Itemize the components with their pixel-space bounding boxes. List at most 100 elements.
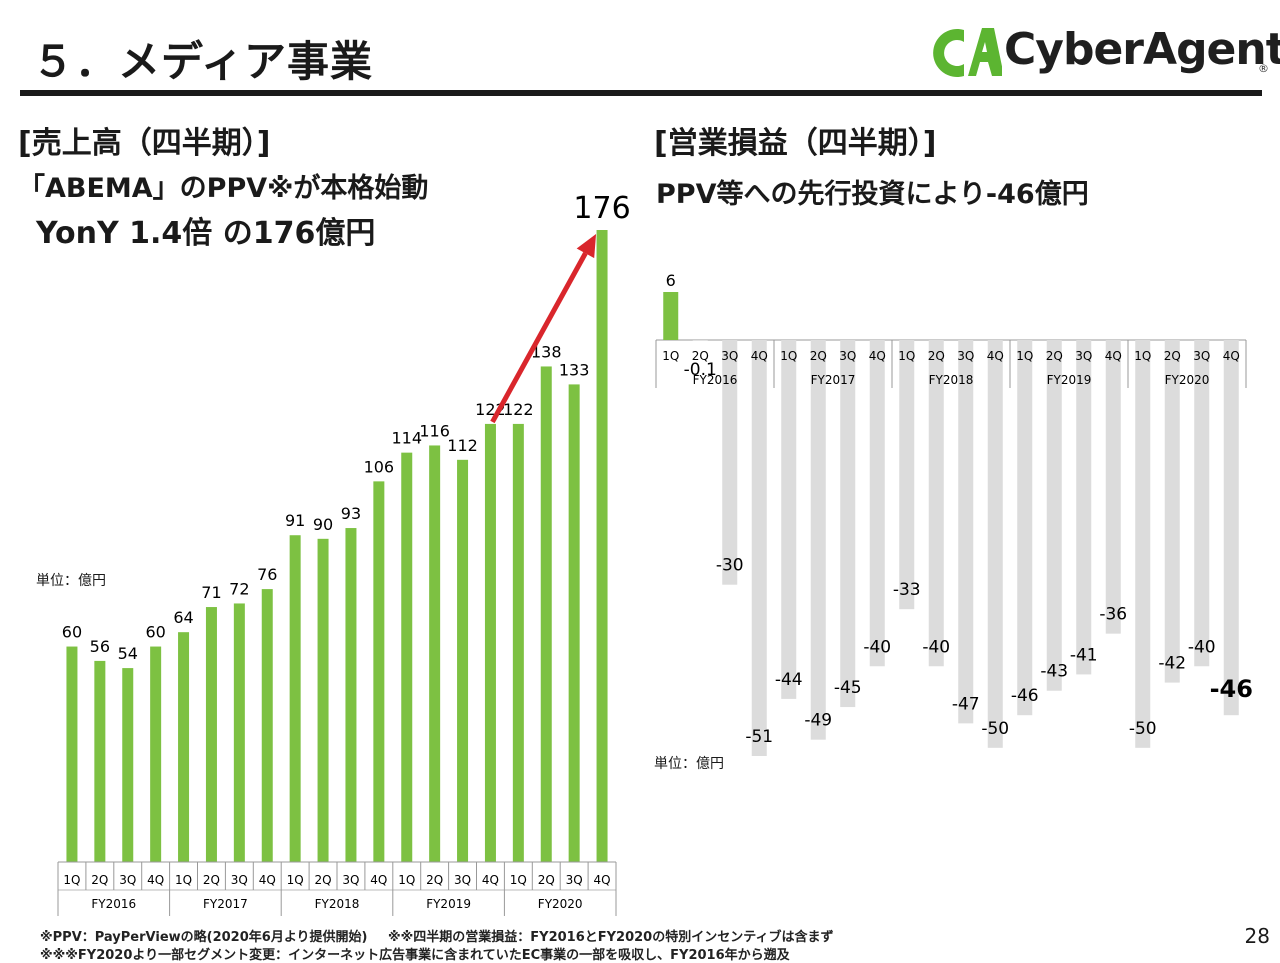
right-heading: [営業損益（四半期）]	[654, 126, 937, 161]
revenue-value-label: 64	[173, 608, 193, 627]
revenue-value-label: 106	[364, 457, 395, 476]
cyberagent-logo: CyberAgent ®	[924, 18, 1280, 86]
quarter-tick-label: 1Q	[175, 873, 192, 887]
revenue-bar	[317, 538, 329, 862]
quarter-tick-label: 2Q	[91, 873, 108, 887]
revenue-value-label: 71	[201, 583, 221, 602]
revenue-bar	[122, 668, 134, 862]
revenue-value-label: 76	[257, 565, 277, 584]
revenue-value-label: 176	[573, 191, 630, 226]
quarter-tick-label: 4Q	[1223, 349, 1240, 363]
quarter-tick-label: 1Q	[780, 349, 797, 363]
footnote-segment: ※※※FY2020より一部セグメント変更：インターネット広告事業に含まれていたE…	[40, 948, 790, 963]
income-value-label: -51	[745, 727, 773, 747]
quarter-tick-label: 1Q	[1134, 349, 1151, 363]
title-rule	[20, 90, 1262, 96]
quarter-tick-label: 4Q	[987, 349, 1004, 363]
income-bar	[1223, 340, 1239, 716]
income-bar	[1017, 340, 1033, 716]
right-subheading-1: PPV等への先行投資により-46億円	[656, 179, 1089, 210]
quarter-tick-label: 1Q	[662, 349, 679, 363]
revenue-bar	[596, 230, 608, 862]
quarter-tick-label: 3Q	[1075, 349, 1092, 363]
revenue-bar	[94, 660, 106, 862]
quarter-tick-label: 2Q	[1046, 349, 1063, 363]
quarter-tick-label: 2Q	[315, 873, 332, 887]
revenue-value-label: 60	[145, 623, 165, 642]
revenue-value-label: 91	[285, 511, 305, 530]
revenue-value-label: 116	[419, 421, 450, 440]
operating-income-chart: 6-0.1-30-51-44-49-45-40-33-40-47-50-46-4…	[655, 271, 1253, 756]
quarter-tick-label: 2Q	[692, 349, 709, 363]
income-value-label: -40	[863, 637, 891, 657]
income-value-label: -46	[1210, 675, 1253, 703]
left-subheading-1: 「ABEMA」のPPV※が本格始動	[18, 173, 429, 204]
quarter-tick-label: 4Q	[482, 873, 499, 887]
revenue-bar	[373, 481, 385, 862]
income-bar	[663, 292, 679, 340]
revenue-bar	[233, 603, 245, 862]
income-value-label: -0.1	[684, 360, 717, 380]
footnote-ppv: ※PPV：PayPerViewの略(2020年6月より提供開始)	[40, 930, 368, 945]
revenue-bar	[429, 445, 441, 862]
quarter-tick-label: 3Q	[119, 873, 136, 887]
income-bar	[1046, 340, 1062, 691]
quarter-tick-label: 1Q	[287, 873, 304, 887]
quarter-tick-label: 3Q	[566, 873, 583, 887]
income-bar	[1164, 340, 1180, 683]
revenue-bar	[205, 607, 217, 862]
fiscal-year-label: FY2018	[315, 897, 360, 911]
fiscal-year-label: FY2017	[203, 897, 248, 911]
quarter-tick-label: 2Q	[426, 873, 443, 887]
quarter-tick-label: 3Q	[721, 349, 738, 363]
quarter-tick-label: 3Q	[454, 873, 471, 887]
income-value-label: -49	[804, 711, 832, 731]
quarter-tick-label: 3Q	[231, 873, 248, 887]
quarter-tick-label: 4Q	[869, 349, 886, 363]
income-bar	[928, 340, 944, 667]
revenue-bar	[150, 646, 162, 862]
fiscal-year-label: FY2016	[693, 373, 738, 387]
income-value-label: -44	[775, 670, 803, 690]
revenue-bar	[178, 632, 190, 862]
income-value-label: -47	[952, 694, 980, 714]
income-bar	[692, 340, 708, 341]
revenue-bar	[289, 535, 301, 862]
logo-registered-mark: ®	[1258, 62, 1269, 75]
income-value-label: -46	[1011, 686, 1039, 706]
income-bar	[751, 340, 767, 756]
revenue-bar	[568, 384, 580, 862]
income-bar	[869, 340, 885, 667]
quarter-tick-label: 2Q	[810, 349, 827, 363]
revenue-value-label: 122	[503, 400, 534, 419]
income-bar	[1076, 340, 1092, 675]
fiscal-year-label: FY2018	[929, 373, 974, 387]
revenue-value-label: 72	[229, 579, 249, 598]
income-bar	[1105, 340, 1121, 634]
quarter-tick-label: 2Q	[538, 873, 555, 887]
revenue-bar	[540, 366, 552, 862]
quarter-tick-label: 4Q	[370, 873, 387, 887]
revenue-value-label: 56	[90, 637, 110, 656]
income-bar	[840, 340, 856, 708]
income-value-label: 6	[666, 271, 676, 290]
income-value-label: -36	[1099, 605, 1127, 625]
quarter-tick-label: 1Q	[898, 349, 915, 363]
income-value-label: -33	[893, 580, 921, 600]
income-value-label: -43	[1040, 662, 1068, 682]
quarter-tick-label: 3Q	[839, 349, 856, 363]
quarter-tick-label: 3Q	[1193, 349, 1210, 363]
quarter-tick-label: 4Q	[751, 349, 768, 363]
revenue-value-label: 60	[62, 623, 82, 642]
fiscal-year-label: FY2019	[1047, 373, 1092, 387]
revenue-value-label: 90	[313, 515, 333, 534]
income-value-label: -50	[981, 719, 1009, 739]
revenue-bar	[261, 589, 273, 862]
fiscal-year-label: FY2017	[811, 373, 856, 387]
income-bar	[1135, 340, 1151, 748]
quarter-tick-label: 3Q	[957, 349, 974, 363]
quarter-tick-label: 4Q	[594, 873, 611, 887]
left-heading: [売上高（四半期）]	[18, 126, 271, 161]
fiscal-year-label: FY2020	[1165, 373, 1210, 387]
page-number: 28	[1244, 924, 1270, 948]
